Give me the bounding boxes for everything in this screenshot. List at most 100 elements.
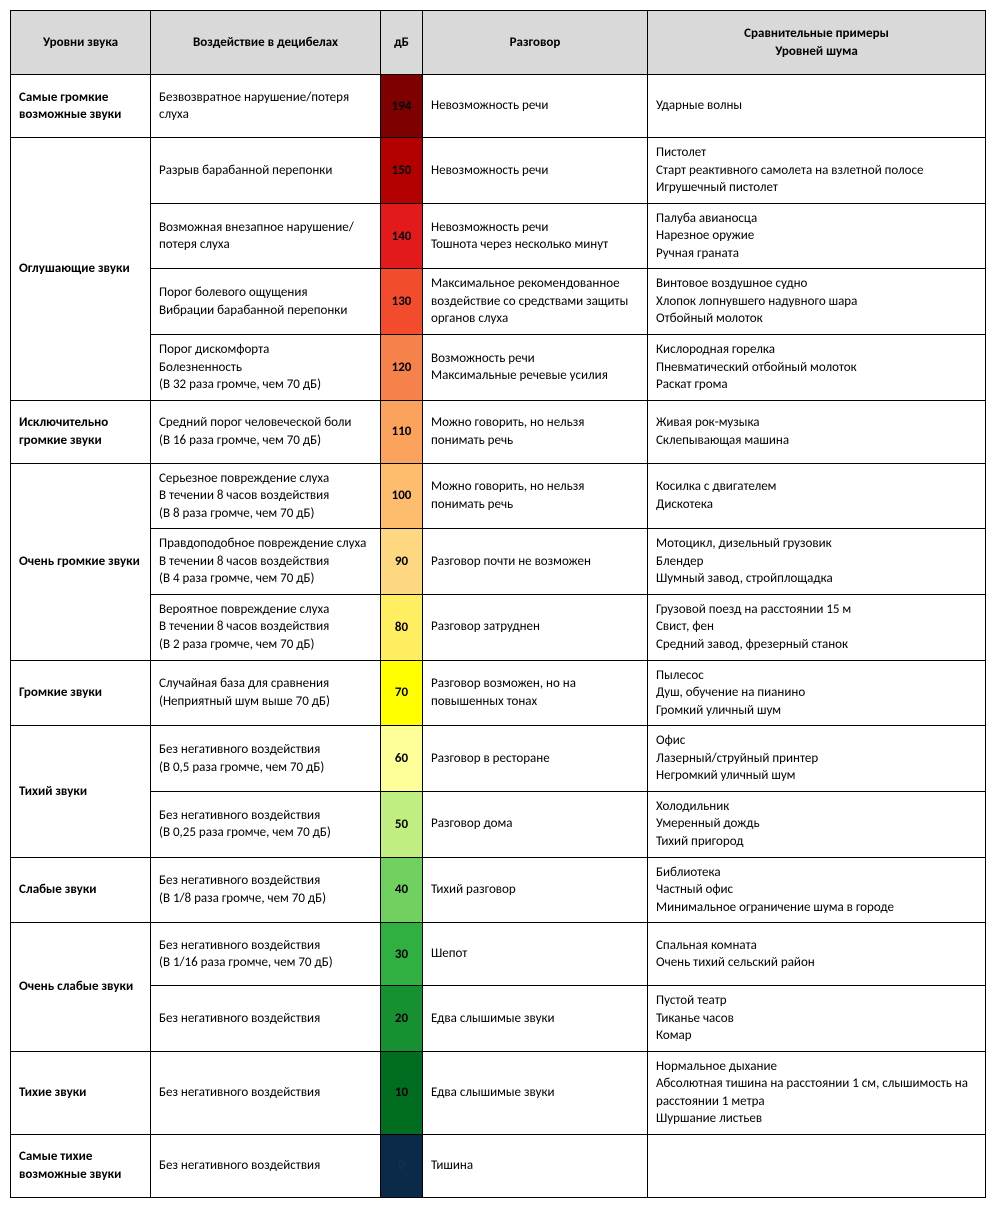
cell-db: 150	[381, 138, 423, 204]
cell-level: Слабые звуки	[11, 857, 151, 923]
cell-db: 130	[381, 269, 423, 335]
table-row: Без негативного воздействия (В 0,25 раза…	[11, 791, 986, 857]
table-row: Тихий звукиБез негативного воздействия (…	[11, 726, 986, 792]
cell-examples: Косилка с двигателем Дискотека	[648, 463, 986, 529]
cell-db: 110	[381, 400, 423, 463]
cell-examples: Библиотека Частный офис Минимальное огра…	[648, 857, 986, 923]
cell-db: 40	[381, 857, 423, 923]
cell-conversation: Разговор возможен, но на повышенных тона…	[423, 660, 648, 726]
cell-conversation: Разговор дома	[423, 791, 648, 857]
cell-db: 120	[381, 335, 423, 401]
cell-examples: Холодильник Умеренный дождь Тихий пригор…	[648, 791, 986, 857]
table-row: Порог болевого ощущения Вибрации барабан…	[11, 269, 986, 335]
cell-db: 30	[381, 923, 423, 986]
cell-level: Исключительно громкие звуки	[11, 400, 151, 463]
cell-examples: Офис Лазерный/струйный принтер Негромкий…	[648, 726, 986, 792]
cell-conversation: Можно говорить, но нельзя понимать речь	[423, 463, 648, 529]
cell-examples: Нормальное дыхание Абсолютная тишина на …	[648, 1051, 986, 1134]
cell-db: 10	[381, 1051, 423, 1134]
cell-db: 90	[381, 529, 423, 595]
cell-level: Самые тихие возможные звуки	[11, 1134, 151, 1197]
cell-effect: Случайная база для сравнения (Неприятный…	[151, 660, 381, 726]
cell-level: Тихий звуки	[11, 726, 151, 857]
cell-effect: Возможная внезапное нарушение/потеря слу…	[151, 203, 381, 269]
cell-level: Тихие звуки	[11, 1051, 151, 1134]
cell-conversation: Тихий разговор	[423, 857, 648, 923]
cell-examples	[648, 1134, 986, 1197]
cell-db: 140	[381, 203, 423, 269]
cell-conversation: Невозможность речи Тошнота через несколь…	[423, 203, 648, 269]
cell-examples: Живая рок-музыка Склепывающая машина	[648, 400, 986, 463]
table-row: Возможная внезапное нарушение/потеря слу…	[11, 203, 986, 269]
cell-examples: Пистолет Старт реактивного самолета на в…	[648, 138, 986, 204]
table-row: Исключительно громкие звукиСредний порог…	[11, 400, 986, 463]
cell-level: Оглушающие звуки	[11, 138, 151, 401]
cell-effect: Порог дискомфорта Болезненность (В 32 ра…	[151, 335, 381, 401]
cell-examples: Пылесос Душ, обучение на пианино Громкий…	[648, 660, 986, 726]
cell-conversation: Возможность речи Максимальные речевые ус…	[423, 335, 648, 401]
table-row: Очень слабые звукиБез негативного воздей…	[11, 923, 986, 986]
table-row: Очень громкие звукиСерьезное повреждение…	[11, 463, 986, 529]
cell-conversation: Можно говорить, но нельзя понимать речь	[423, 400, 648, 463]
cell-effect: Без негативного воздействия (В 0,25 раза…	[151, 791, 381, 857]
cell-conversation: Невозможность речи	[423, 138, 648, 204]
cell-effect: Серьезное повреждение слуха В течении 8 …	[151, 463, 381, 529]
cell-effect: Безвозвратное нарушение/потеря слуха	[151, 75, 381, 138]
cell-effect: Без негативного воздействия	[151, 986, 381, 1052]
cell-db: 100	[381, 463, 423, 529]
cell-effect: Порог болевого ощущения Вибрации барабан…	[151, 269, 381, 335]
cell-conversation: Максимальное рекомендованное воздействие…	[423, 269, 648, 335]
cell-conversation: Едва слышимые звуки	[423, 986, 648, 1052]
cell-effect: Без негативного воздействия (В 0,5 раза …	[151, 726, 381, 792]
cell-conversation: Едва слышимые звуки	[423, 1051, 648, 1134]
cell-effect: Вероятное повреждение слуха В течении 8 …	[151, 594, 381, 660]
cell-effect: Разрыв барабанной перепонки	[151, 138, 381, 204]
table-row: Слабые звукиБез негативного воздействия …	[11, 857, 986, 923]
cell-examples: Винтовое воздушное судно Хлопок лопнувше…	[648, 269, 986, 335]
header-db: дБ	[381, 11, 423, 75]
sound-levels-table: Уровни звука Воздействие в децибелах дБ …	[10, 10, 986, 1198]
table-row: Порог дискомфорта Болезненность (В 32 ра…	[11, 335, 986, 401]
cell-effect: Без негативного воздействия (В 1/8 раза …	[151, 857, 381, 923]
cell-db: 194	[381, 75, 423, 138]
cell-level: Очень слабые звуки	[11, 923, 151, 1052]
cell-examples: Грузовой поезд на расстоянии 15 м Свист,…	[648, 594, 986, 660]
cell-examples: Кислородная горелка Пневматический отбой…	[648, 335, 986, 401]
table-row: Тихие звукиБез негативного воздействия10…	[11, 1051, 986, 1134]
cell-conversation: Разговор в ресторане	[423, 726, 648, 792]
table-row: Вероятное повреждение слуха В течении 8 …	[11, 594, 986, 660]
header-examples: Сравнительные примеры Уровней шума	[648, 11, 986, 75]
cell-db: 20	[381, 986, 423, 1052]
table-row: Без негативного воздействия20Едва слышим…	[11, 986, 986, 1052]
table-row: Оглушающие звукиРазрыв барабанной перепо…	[11, 138, 986, 204]
cell-db: 80	[381, 594, 423, 660]
table-row: Самые громкие возможные звукиБезвозвратн…	[11, 75, 986, 138]
cell-conversation: Невозможность речи	[423, 75, 648, 138]
cell-db: 50	[381, 791, 423, 857]
table-row: Правдоподобное повреждение слуха В течен…	[11, 529, 986, 595]
table-row: Громкие звукиСлучайная база для сравнени…	[11, 660, 986, 726]
cell-level: Очень громкие звуки	[11, 463, 151, 660]
cell-level: Самые громкие возможные звуки	[11, 75, 151, 138]
cell-examples: Мотоцикл, дизельный грузовик Блендер Шум…	[648, 529, 986, 595]
cell-conversation: Разговор затруднен	[423, 594, 648, 660]
cell-db: 60	[381, 726, 423, 792]
cell-conversation: Шепот	[423, 923, 648, 986]
table-row: Самые тихие возможные звукиБез негативно…	[11, 1134, 986, 1197]
cell-effect: Средний порог человеческой боли (В 16 ра…	[151, 400, 381, 463]
cell-examples: Спальная комната Очень тихий сельский ра…	[648, 923, 986, 986]
header-effect: Воздействие в децибелах	[151, 11, 381, 75]
cell-conversation: Разговор почти не возможен	[423, 529, 648, 595]
cell-examples: Ударные волны	[648, 75, 986, 138]
cell-examples: Пустой театр Тиканье часов Комар	[648, 986, 986, 1052]
cell-examples: Палуба авианосца Нарезное оружие Ручная …	[648, 203, 986, 269]
header-level: Уровни звука	[11, 11, 151, 75]
cell-db: 70	[381, 660, 423, 726]
cell-effect: Без негативного воздействия	[151, 1051, 381, 1134]
cell-db: 0	[381, 1134, 423, 1197]
table-header-row: Уровни звука Воздействие в децибелах дБ …	[11, 11, 986, 75]
cell-effect: Без негативного воздействия	[151, 1134, 381, 1197]
cell-conversation: Тишина	[423, 1134, 648, 1197]
header-conversation: Разговор	[423, 11, 648, 75]
cell-effect: Без негативного воздействия (В 1/16 раза…	[151, 923, 381, 986]
